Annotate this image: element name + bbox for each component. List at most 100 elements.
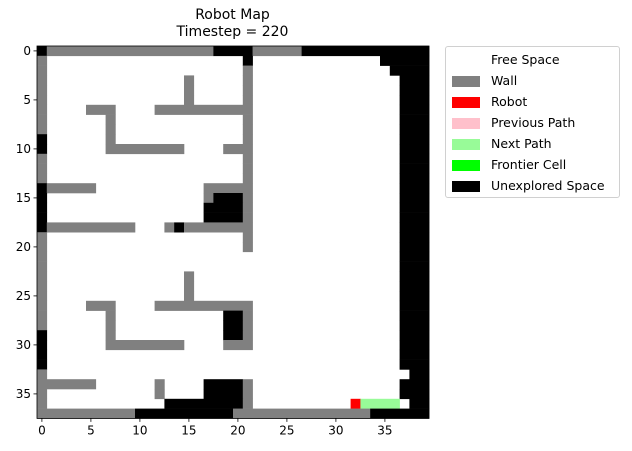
cell-wall <box>37 153 48 164</box>
cell-wall <box>46 222 136 233</box>
cell-wall <box>242 75 253 86</box>
cell-wall <box>184 291 195 302</box>
cell-wall <box>105 134 116 145</box>
cell-unexplored-space <box>37 193 48 204</box>
cell-wall <box>184 281 195 292</box>
cell-unexplored-space <box>399 330 430 341</box>
chart-title: Robot Map <box>195 7 270 23</box>
x-tick-label: 5 <box>87 423 95 437</box>
cell-unexplored-space <box>399 291 430 302</box>
cell-unexplored-space <box>399 251 430 262</box>
cell-wall <box>105 124 116 135</box>
cell-wall <box>242 124 253 135</box>
cell-wall <box>37 300 48 311</box>
legend-swatch-wall <box>452 75 480 87</box>
cell-wall <box>37 85 48 96</box>
cell-wall <box>37 389 48 400</box>
cell-unexplored-space <box>399 163 430 174</box>
cell-unexplored-space <box>399 75 430 86</box>
cell-wall <box>184 271 195 282</box>
cell-wall <box>242 389 253 400</box>
cell-unexplored-space <box>409 369 430 380</box>
cell-wall <box>37 55 48 66</box>
cell-unexplored-space <box>399 271 430 282</box>
cell-wall <box>242 398 253 409</box>
legend-swatch-free-space <box>452 54 480 66</box>
cell-unexplored-space <box>37 340 48 351</box>
cell-unexplored-space <box>399 193 430 204</box>
cell-wall <box>37 104 48 115</box>
cell-unexplored-space <box>223 320 244 331</box>
cell-wall <box>203 193 214 204</box>
cell-wall <box>37 65 48 76</box>
cell-unexplored-space <box>37 330 48 341</box>
cell-next-path <box>360 398 400 409</box>
cell-unexplored-space <box>399 134 430 145</box>
cell-unexplored-space <box>301 46 430 57</box>
cell-robot <box>350 398 361 409</box>
y-tick-label: 25 <box>16 289 31 303</box>
cell-wall <box>203 183 253 194</box>
cell-wall <box>37 320 48 331</box>
map-cells <box>37 46 430 419</box>
cell-wall <box>86 104 116 115</box>
y-tick-label: 0 <box>23 44 31 58</box>
cell-unexplored-space <box>399 104 430 115</box>
legend-label-next-path: Next Path <box>491 136 552 151</box>
y-tick-label: 10 <box>16 142 31 156</box>
cell-wall <box>37 114 48 125</box>
cell-unexplored-space <box>37 222 48 233</box>
cell-unexplored-space <box>399 320 430 331</box>
cell-wall <box>37 75 48 86</box>
cell-wall <box>37 281 48 292</box>
cell-wall <box>37 124 48 135</box>
cell-wall <box>242 202 253 213</box>
cell-wall <box>184 85 195 96</box>
cell-wall <box>223 340 253 351</box>
cell-unexplored-space <box>213 46 253 57</box>
legend-swatch-frontier-cell <box>452 159 480 171</box>
cell-wall <box>184 222 253 233</box>
cell-unexplored-space <box>399 95 430 106</box>
x-tick-label: 25 <box>279 423 294 437</box>
y-tick-label: 30 <box>16 338 31 352</box>
cell-wall <box>242 173 253 184</box>
cell-unexplored-space <box>399 85 430 96</box>
cell-unexplored-space <box>399 349 430 360</box>
cell-unexplored-space <box>399 261 430 272</box>
cell-unexplored-space <box>399 300 430 311</box>
cell-wall <box>37 369 48 380</box>
cell-wall <box>154 104 253 115</box>
cell-wall <box>37 271 48 282</box>
cell-wall <box>37 232 48 243</box>
cell-wall <box>242 95 253 106</box>
x-tick-label: 20 <box>230 423 245 437</box>
cell-wall <box>154 389 165 400</box>
cell-unexplored-space <box>399 153 430 164</box>
cell-wall <box>46 46 214 57</box>
cell-wall <box>37 379 97 390</box>
cell-unexplored-space <box>399 173 430 184</box>
cell-unexplored-space <box>203 379 244 390</box>
cell-unexplored-space <box>37 144 48 155</box>
cell-wall <box>37 398 48 409</box>
cell-unexplored-space <box>399 310 430 321</box>
cell-unexplored-space <box>399 359 430 370</box>
y-tick-label: 5 <box>23 93 31 107</box>
legend-swatch-robot <box>452 96 480 108</box>
cell-unexplored-space <box>399 222 430 233</box>
cell-unexplored-space <box>37 202 48 213</box>
legend-item-unexplored-space: Unexplored Space <box>452 179 605 193</box>
cell-wall <box>37 173 48 184</box>
cell-unexplored-space <box>164 398 244 409</box>
cell-unexplored-space <box>174 222 185 233</box>
cell-wall <box>105 310 116 321</box>
cell-unexplored-space <box>399 379 430 390</box>
cell-unexplored-space <box>37 46 48 57</box>
plot-axes: 0 5 10 15 20 25 30 35 0 5 10 15 20 25 30 35 <box>16 44 430 437</box>
x-tick-label: 15 <box>181 423 196 437</box>
cell-unexplored-space <box>37 359 48 370</box>
cell-wall <box>86 300 116 311</box>
legend-label-free-space: Free Space <box>491 52 560 67</box>
